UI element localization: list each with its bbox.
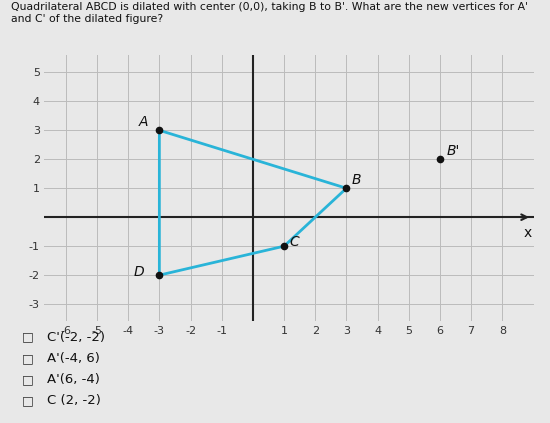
Text: B: B xyxy=(352,173,361,187)
Text: D: D xyxy=(133,266,144,280)
Text: □: □ xyxy=(22,394,34,407)
Text: A: A xyxy=(139,115,148,129)
Text: □: □ xyxy=(22,331,34,343)
Text: B': B' xyxy=(446,144,460,158)
Text: x: x xyxy=(523,226,531,240)
Text: C (2, -2): C (2, -2) xyxy=(47,394,101,407)
Text: C'(-2, -2): C'(-2, -2) xyxy=(47,331,104,343)
Text: □: □ xyxy=(22,373,34,386)
Text: Quadrilateral ABCD is dilated with center (0,0), taking B to B'. What are the ne: Quadrilateral ABCD is dilated with cente… xyxy=(11,2,528,24)
Text: C: C xyxy=(290,235,299,249)
Text: □: □ xyxy=(22,352,34,365)
Text: A'(6, -4): A'(6, -4) xyxy=(47,373,100,386)
Text: A'(-4, 6): A'(-4, 6) xyxy=(47,352,100,365)
